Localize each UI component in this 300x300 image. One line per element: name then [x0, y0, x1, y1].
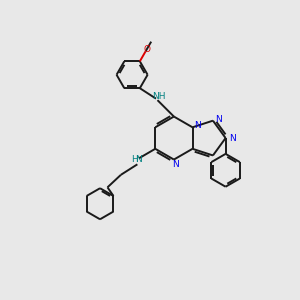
- Text: O: O: [143, 45, 151, 54]
- Text: N: N: [136, 155, 142, 164]
- Text: N: N: [194, 121, 201, 130]
- Text: N: N: [229, 134, 236, 142]
- Text: N: N: [172, 160, 179, 169]
- Text: NH: NH: [152, 92, 166, 101]
- Text: N: N: [215, 115, 222, 124]
- Text: H: H: [131, 155, 138, 164]
